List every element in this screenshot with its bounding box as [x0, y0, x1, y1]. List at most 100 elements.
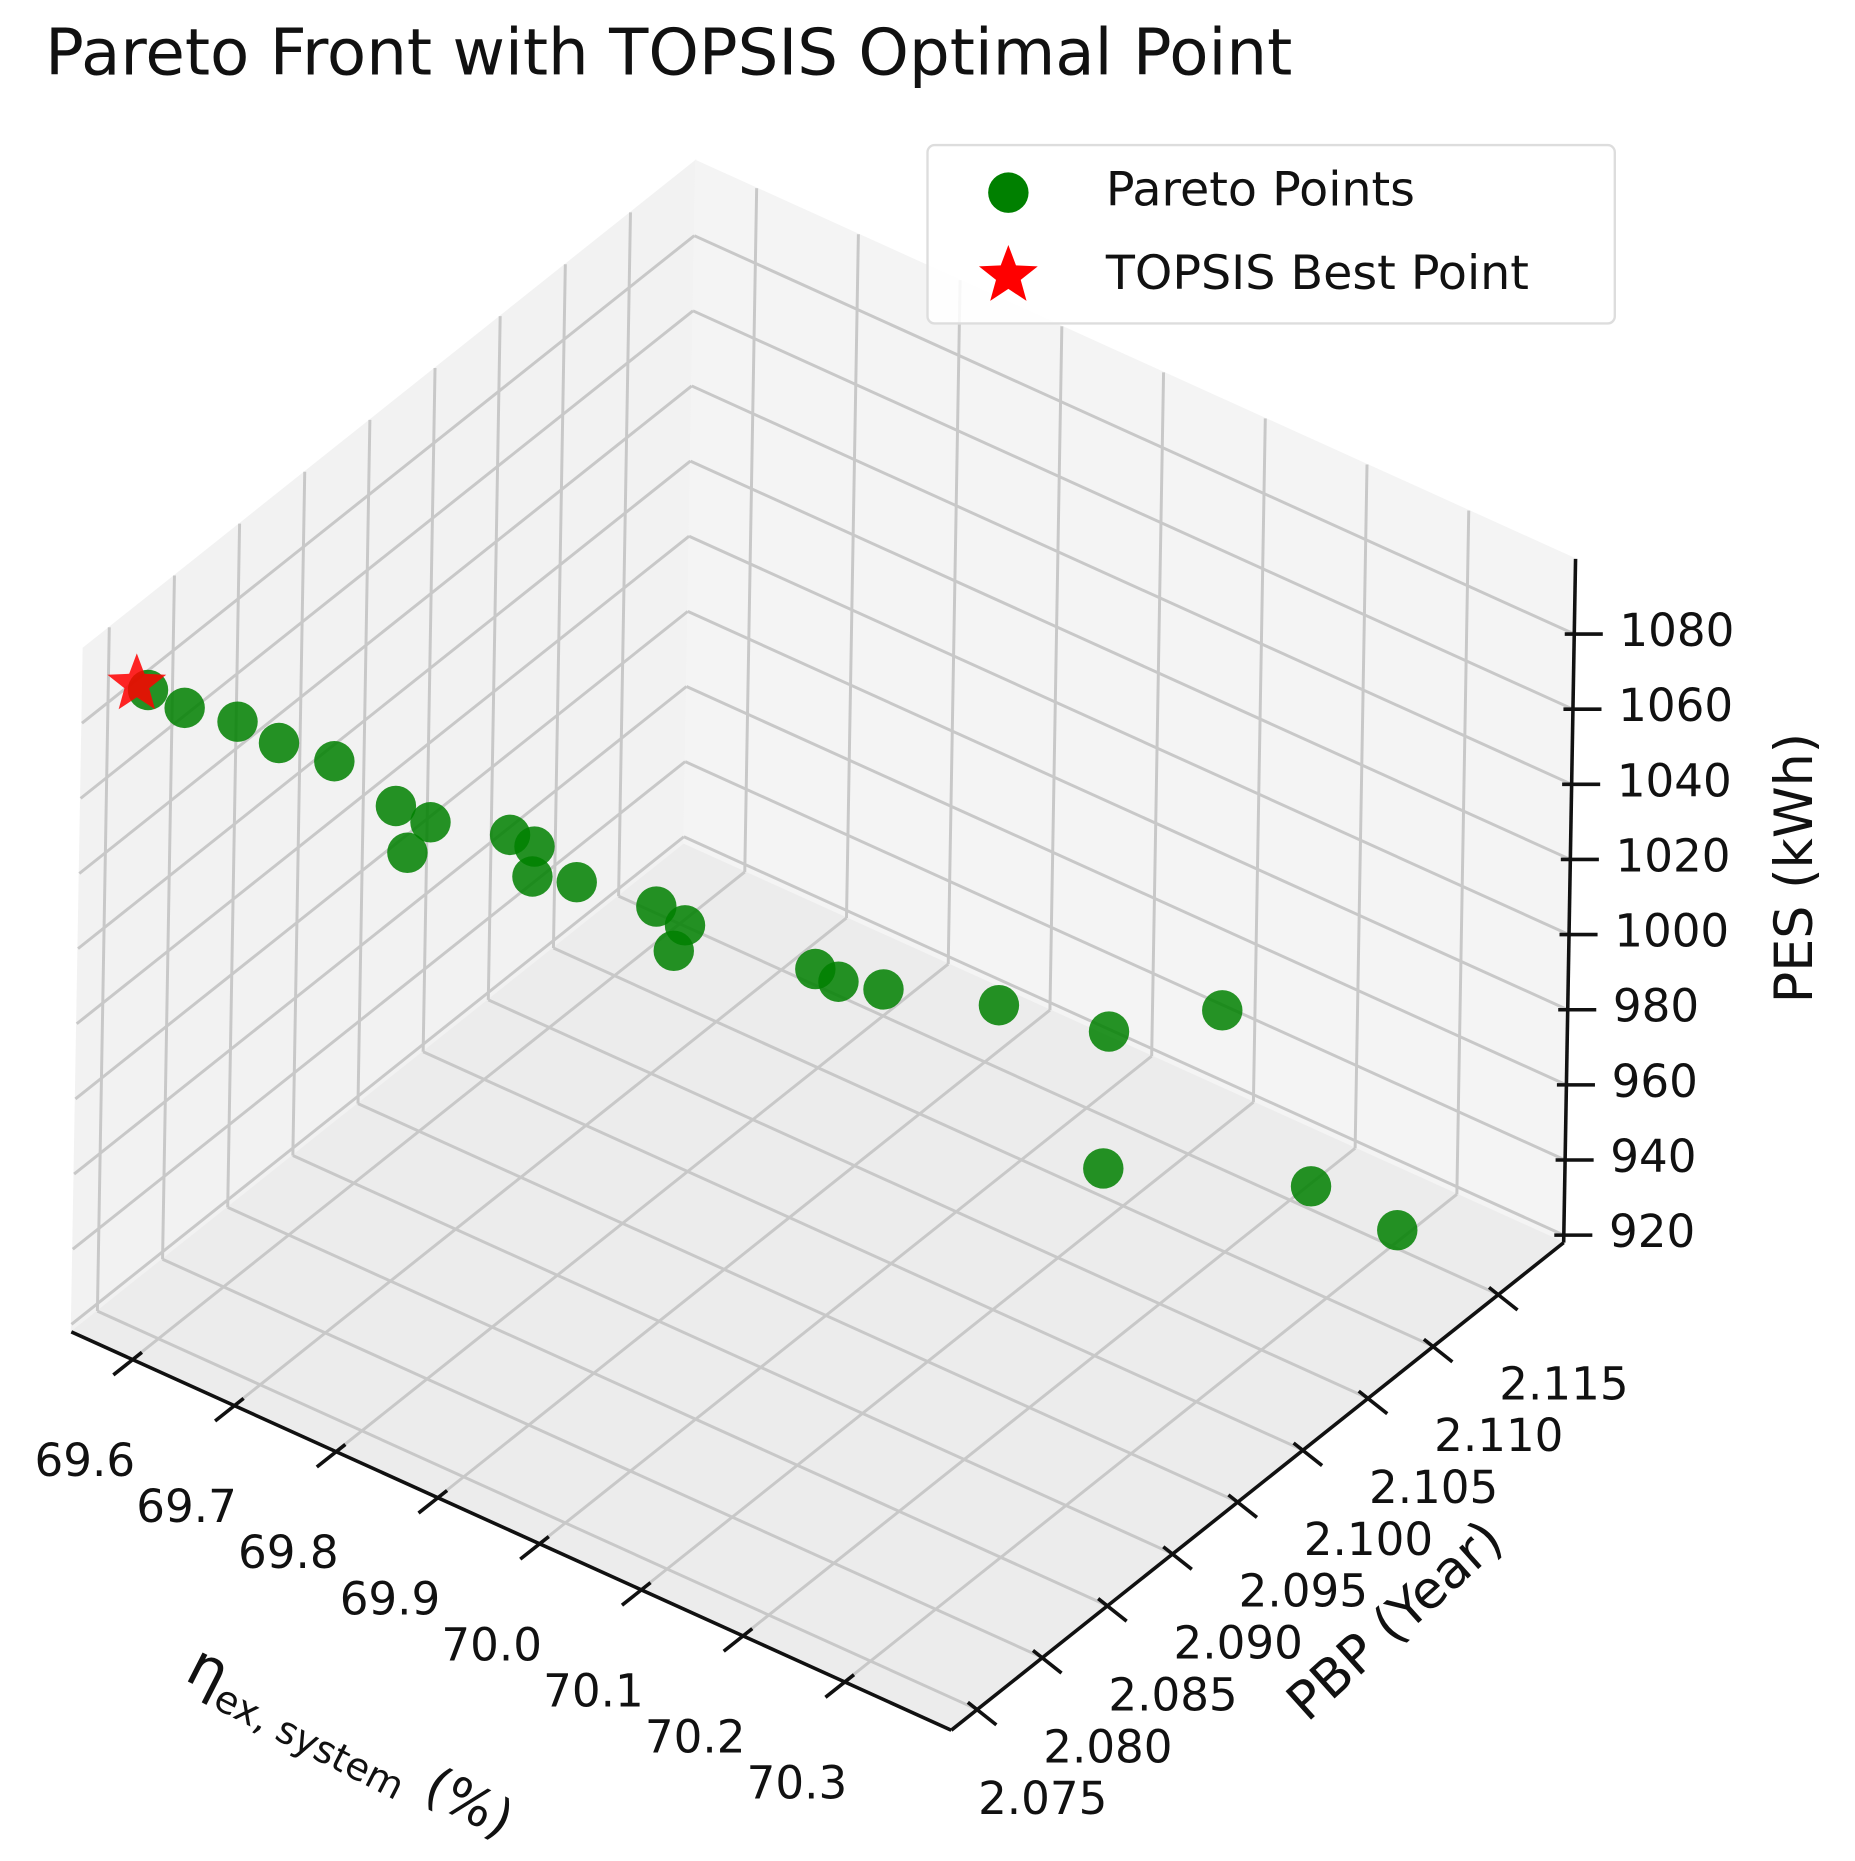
x-axis-label-subscript: ex, system — [207, 1675, 411, 1808]
y-tick-label: 2.100 — [1304, 1513, 1433, 1566]
legend-marker — [988, 172, 1029, 213]
grid-line — [1150, 372, 1166, 1057]
pareto-point — [217, 701, 258, 742]
grid-line — [292, 1154, 1174, 1556]
y-tick — [1162, 1545, 1193, 1571]
grid-line — [640, 1101, 1255, 1591]
grid-line — [131, 870, 746, 1361]
grid-line — [357, 1102, 1239, 1504]
grid-line — [421, 367, 437, 1052]
y-tick — [1031, 1649, 1063, 1675]
grid-line — [73, 685, 688, 1176]
pareto-point — [258, 722, 300, 764]
grid-line — [75, 535, 691, 1025]
pareto-point — [1377, 1209, 1418, 1251]
pareto-point — [1202, 990, 1243, 1031]
grid-line — [95, 627, 111, 1312]
grid-line — [693, 234, 1575, 636]
z-tick-label: 1080 — [1619, 604, 1734, 657]
z-tick-label: 1060 — [1618, 679, 1733, 732]
grid-line — [291, 471, 307, 1156]
grid-line — [436, 1008, 1051, 1499]
y-tick — [1292, 1441, 1324, 1467]
x-tick — [417, 1489, 449, 1515]
pareto-point — [1088, 1011, 1130, 1052]
grid-line — [538, 1054, 1153, 1545]
pareto-point — [818, 961, 859, 1002]
pareto-point — [314, 741, 355, 782]
grid-line — [81, 234, 696, 725]
grid-line — [617, 894, 1500, 1296]
z-tick-label: 920 — [1609, 1205, 1695, 1258]
z-tick-label: 1020 — [1616, 829, 1731, 882]
grid-line — [334, 962, 950, 1453]
y-tick — [1097, 1597, 1128, 1623]
grid-line — [689, 459, 1571, 861]
pareto-point — [978, 985, 1020, 1026]
grid-line — [843, 1193, 1458, 1684]
x-tick — [213, 1396, 245, 1423]
x-tick — [620, 1581, 652, 1607]
y-tick — [1422, 1337, 1454, 1364]
z-tick-label: 960 — [1612, 1055, 1698, 1108]
grid-line — [486, 316, 502, 1000]
y-tick-label: 2.075 — [978, 1772, 1107, 1825]
grid-line — [1048, 326, 1064, 1011]
axis-line — [70, 1330, 953, 1732]
pareto-point — [375, 785, 417, 827]
z-axis-label: PES (kWh) — [1764, 733, 1825, 1003]
pareto-point — [387, 832, 428, 873]
z-tick-label: 940 — [1610, 1130, 1696, 1183]
x-tick — [315, 1443, 347, 1469]
pareto-point — [410, 802, 451, 843]
pareto-point — [164, 687, 205, 729]
grid-line — [71, 760, 687, 1251]
grid-line — [74, 610, 689, 1101]
grid-line — [617, 212, 632, 897]
axis-line — [950, 1241, 1565, 1732]
z-tick-label: 980 — [1613, 980, 1699, 1033]
grid-line — [78, 384, 693, 875]
grid-line — [487, 998, 1369, 1400]
grid-line — [741, 1147, 1357, 1637]
x-tick — [722, 1627, 754, 1653]
y-tick-label: 2.105 — [1369, 1461, 1498, 1514]
legend-label: Pareto Points — [1106, 163, 1415, 218]
grid-line — [356, 419, 372, 1104]
pareto-point — [1083, 1148, 1124, 1189]
grid-line — [233, 916, 848, 1407]
best-point — [107, 653, 167, 710]
grid-line — [688, 534, 1570, 936]
grid-line — [96, 1309, 978, 1711]
y-tick-label: 2.085 — [1108, 1668, 1237, 1721]
x-tick-label: 69.8 — [238, 1526, 339, 1579]
pareto-point — [556, 862, 597, 903]
pareto-point — [863, 969, 904, 1010]
y-tick — [966, 1700, 998, 1727]
grid-line — [227, 1205, 1109, 1608]
x-tick-label: 70.1 — [543, 1664, 644, 1717]
pareto-point — [636, 886, 677, 927]
y-tick-label: 2.080 — [1043, 1720, 1172, 1773]
grid-line — [845, 234, 860, 918]
y-tick — [1487, 1285, 1519, 1312]
x-tick-label: 69.7 — [136, 1480, 237, 1533]
axis-line — [1561, 558, 1578, 1243]
grid-line — [551, 264, 567, 949]
y-tick-label: 2.095 — [1239, 1565, 1368, 1618]
grid-line — [226, 523, 242, 1208]
grid-line — [422, 1050, 1304, 1452]
y-tick — [1227, 1493, 1259, 1519]
grid-line — [1251, 418, 1267, 1103]
grid-line — [687, 610, 1569, 1012]
pareto-point — [514, 826, 555, 867]
grid-line — [685, 685, 1568, 1087]
grid-line — [70, 835, 685, 1326]
x-tick-label: 70.2 — [645, 1710, 746, 1763]
z-tick-label: 1000 — [1614, 905, 1729, 958]
legend-label: TOPSIS Best Point — [1105, 246, 1529, 301]
y-tick — [1357, 1389, 1389, 1416]
grid-line — [946, 280, 962, 965]
